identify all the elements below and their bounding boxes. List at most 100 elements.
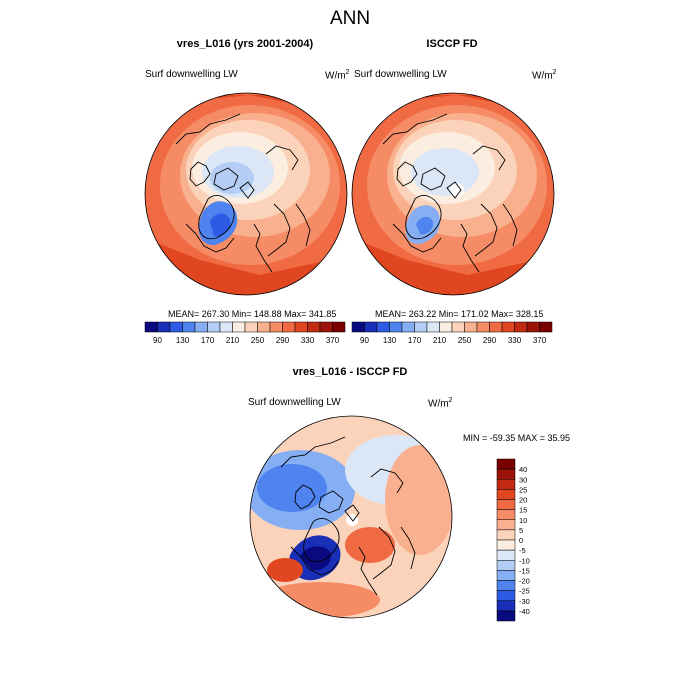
panel3-title: vres_L016 - ISCCP FD: [292, 366, 408, 378]
panel3-stats: MIN = -59.35 MAX = 35.95: [463, 433, 571, 443]
colorbar-panel2-swatch: [414, 321, 428, 333]
colorbar-panel1-label: 370: [326, 336, 340, 345]
colorbar-panel2-label: 210: [433, 336, 447, 345]
panel1-stats: MEAN= 267.30 Min= 148.88 Max= 341.85: [168, 309, 337, 319]
panel1-units: W/m2: [325, 69, 350, 82]
colorbar-panel2-swatch: [426, 321, 440, 333]
colorbar-panel2-label: 250: [458, 336, 472, 345]
colorbar-panel1-swatch: [307, 321, 321, 333]
colorbar-panel1-swatch: [257, 321, 271, 333]
colorbar-difference-swatch: [496, 509, 516, 520]
colorbar-difference-swatch: [496, 560, 516, 571]
colorbar-panel2-label: 90: [360, 336, 369, 345]
colorbar-panel1-swatch: [157, 321, 171, 333]
colorbar-panel2-label: 290: [483, 336, 497, 345]
colorbar-difference-label: 40: [519, 465, 527, 474]
colorbar-panel2-label: 370: [533, 336, 547, 345]
colorbar-panel2-swatch: [364, 321, 378, 333]
colorbar-panel2-label: 330: [508, 336, 522, 345]
colorbar-difference-swatch: [496, 600, 516, 612]
colorbar-panel1-swatch: [332, 321, 346, 333]
colorbar-difference-swatch: [496, 479, 516, 490]
panel1-map-border: [144, 92, 348, 296]
panel2-map-border: [351, 92, 555, 296]
colorbar-difference-swatch: [496, 499, 516, 510]
colorbar-panel2-swatch: [514, 321, 528, 333]
colorbar-panel1-label: 290: [276, 336, 290, 345]
panel3-map: [250, 416, 452, 618]
colorbar-difference-label: -40: [519, 607, 530, 616]
colorbar-difference-label: -15: [519, 566, 530, 575]
colorbar-panel1-swatch: [169, 321, 183, 333]
colorbar-difference-swatch: [496, 570, 516, 581]
colorbar-panel1-label: 210: [226, 336, 240, 345]
panel1-title: vres_L016 (yrs 2001-2004): [176, 38, 314, 50]
colorbar-panel1-label: 170: [201, 336, 215, 345]
colorbar-difference-label: 0: [519, 536, 523, 545]
colorbar-difference-label: -10: [519, 556, 530, 565]
colorbar-panel2-swatch: [489, 321, 503, 333]
main-title: ANN: [329, 8, 371, 29]
colorbar-difference-swatch: [496, 489, 516, 500]
colorbar-difference-swatch: [496, 590, 516, 601]
colorbar-panel1: 90 130 170 210 250 290 330 370: [144, 321, 346, 345]
colorbar-panel2-swatch: [526, 321, 540, 333]
colorbar-panel2-swatch: [501, 321, 515, 333]
colorbar-panel2-label: 130: [383, 336, 397, 345]
colorbar-panel1-swatch: [269, 321, 283, 333]
colorbar-panel2-swatch: [439, 321, 453, 333]
colorbar-panel1-swatch: [232, 321, 246, 333]
colorbar-panel2-swatch: [476, 321, 490, 333]
colorbar-difference-swatch: [496, 519, 516, 531]
panel2-title: ISCCP FD: [426, 38, 478, 50]
colorbar-panel1-swatch: [144, 321, 158, 333]
colorbar-panel1-swatch: [219, 321, 233, 333]
colorbar-difference-swatch: [496, 458, 516, 470]
colorbar-difference-label: 15: [519, 506, 527, 515]
colorbar-panel1-swatch: [194, 321, 208, 333]
colorbar-panel1-swatch: [294, 321, 308, 333]
panel2-stats: MEAN= 263.22 Min= 171.02 Max= 328.15: [375, 309, 544, 319]
colorbar-difference-label: 30: [519, 475, 527, 484]
colorbar-panel1-label: 90: [153, 336, 162, 345]
colorbar-difference-label: 5: [519, 526, 523, 535]
colorbar-panel2-label: 170: [408, 336, 422, 345]
colorbar-panel1-label: 250: [251, 336, 265, 345]
colorbar-difference-label: -25: [519, 587, 530, 596]
colorbar-panel2-swatch: [539, 321, 553, 333]
colorbar-panel2-swatch: [351, 321, 365, 333]
colorbar-difference-swatch: [496, 580, 516, 591]
panel3-map-border: [249, 415, 453, 619]
panel2-variable: Surf downwelling LW: [354, 69, 447, 80]
colorbar-difference-swatch: [496, 549, 516, 561]
colorbar-panel1-swatch: [319, 321, 333, 333]
colorbar-difference-label: 10: [519, 516, 527, 525]
colorbar-panel1-label: 130: [176, 336, 190, 345]
colorbar-panel1-swatch: [282, 321, 296, 333]
colorbar-difference-swatch: [496, 539, 516, 551]
colorbar-difference-swatch: [496, 468, 516, 480]
colorbar-difference-label: -30: [519, 597, 530, 606]
colorbar-difference-swatch: [496, 610, 516, 622]
colorbar-panel1-label: 330: [301, 336, 315, 345]
colorbar-difference-label: 25: [519, 485, 527, 494]
panel3-variable: Surf downwelling LW: [248, 397, 341, 408]
colorbar-difference-swatch: [496, 529, 516, 541]
colorbar-panel2-swatch: [451, 321, 465, 333]
panel3-units: W/m2: [428, 397, 453, 410]
colorbar-panel1-swatch: [182, 321, 196, 333]
colorbar-panel2-swatch: [464, 321, 478, 333]
colorbar-panel2-swatch: [389, 321, 403, 333]
colorbar-panel2-swatch: [376, 321, 390, 333]
panel2-units: W/m2: [532, 69, 557, 82]
colorbar-panel2-swatch: [401, 321, 415, 333]
colorbar-difference-label: 20: [519, 496, 527, 505]
colorbar-panel1-swatch: [207, 321, 221, 333]
colorbar-difference-label: -5: [519, 546, 526, 555]
panel1-variable: Surf downwelling LW: [145, 69, 238, 80]
colorbar-panel2: 90 130 170 210 250 290 330 370: [351, 321, 553, 345]
colorbar-difference-label: -20: [519, 577, 530, 586]
